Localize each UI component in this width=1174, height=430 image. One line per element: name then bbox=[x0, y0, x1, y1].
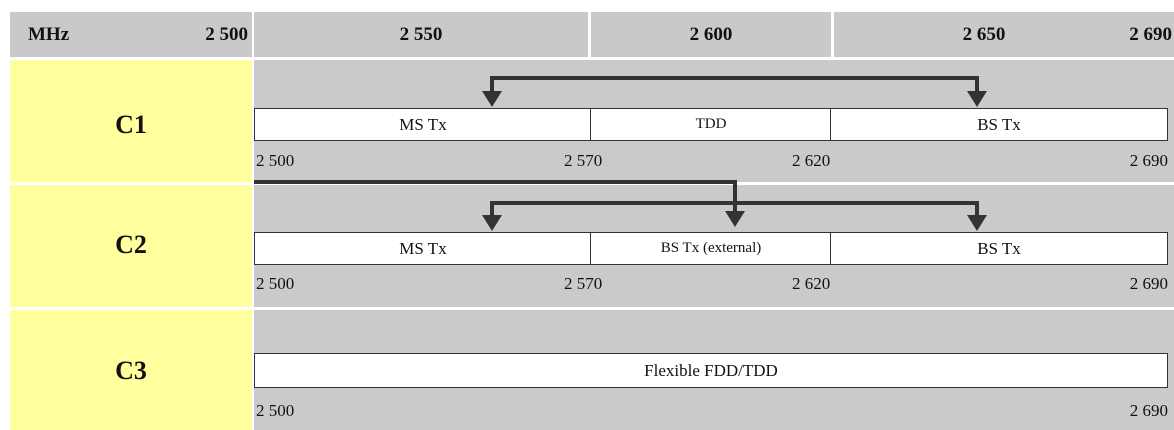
row-label-c1: C1 bbox=[115, 110, 147, 139]
freq-label-2690-c2: 2 690 bbox=[1129, 274, 1168, 293]
row-label-cell-c3: C3 bbox=[10, 310, 252, 430]
row-label-cell-c2: C2 bbox=[10, 185, 252, 307]
freq-label-2570-c1: 2 570 bbox=[564, 151, 603, 170]
header-tick-2550: 2 550 bbox=[399, 24, 443, 45]
c2-external-arrow bbox=[254, 180, 745, 227]
header-unit: MHz bbox=[28, 24, 70, 45]
band-c2: MS Tx BS Tx (external) BS Tx 2 500 2 570… bbox=[254, 185, 1174, 307]
freq-label-2500-c1: 2 500 bbox=[256, 151, 295, 170]
header-tick-2600: 2 600 bbox=[689, 24, 733, 45]
segment-tdd-c1: TDD bbox=[590, 108, 832, 141]
band-c1: MS Tx TDD BS Tx 2 500 2 570 2 620 2 690 bbox=[254, 60, 1174, 182]
header-cell-2550: 2 550 bbox=[254, 12, 588, 57]
row-label-c3: C3 bbox=[115, 356, 147, 385]
segment-bs-tx-c2: BS Tx bbox=[830, 232, 1168, 265]
row-label-cell-c1: C1 bbox=[10, 60, 252, 182]
header-tick-2690: 2 690 bbox=[1129, 24, 1172, 45]
freq-label-2500-c2: 2 500 bbox=[256, 274, 295, 293]
header-cell-2650: 2 650 2 690 bbox=[834, 12, 1174, 57]
freq-label-2500-c3: 2 500 bbox=[256, 401, 295, 420]
row-label-c2: C2 bbox=[115, 230, 147, 259]
segment-flexible-fdd-tdd-c3: Flexible FDD/TDD bbox=[254, 353, 1168, 388]
freq-label-2570-c2: 2 570 bbox=[564, 274, 603, 293]
band-c3: Flexible FDD/TDD 2 500 2 690 bbox=[254, 310, 1174, 430]
c1-duplex-arrow bbox=[482, 76, 987, 107]
header-unit-cell: MHz 2 500 bbox=[10, 12, 252, 57]
segment-ms-tx-c1: MS Tx bbox=[254, 108, 592, 141]
freq-label-2620-c2: 2 620 bbox=[792, 274, 831, 293]
freq-label-2690-c3: 2 690 bbox=[1129, 401, 1168, 420]
header-tick-2500: 2 500 bbox=[205, 24, 248, 45]
segment-ms-tx-c2: MS Tx bbox=[254, 232, 592, 265]
header-tick-2650: 2 650 bbox=[962, 24, 1006, 45]
freq-label-2690-c1: 2 690 bbox=[1129, 151, 1168, 170]
segment-bs-tx-c1: BS Tx bbox=[830, 108, 1168, 141]
freq-label-2620-c1: 2 620 bbox=[792, 151, 831, 170]
header-cell-2600: 2 600 bbox=[591, 12, 831, 57]
segment-bs-tx-external-c2: BS Tx (external) bbox=[590, 232, 832, 265]
